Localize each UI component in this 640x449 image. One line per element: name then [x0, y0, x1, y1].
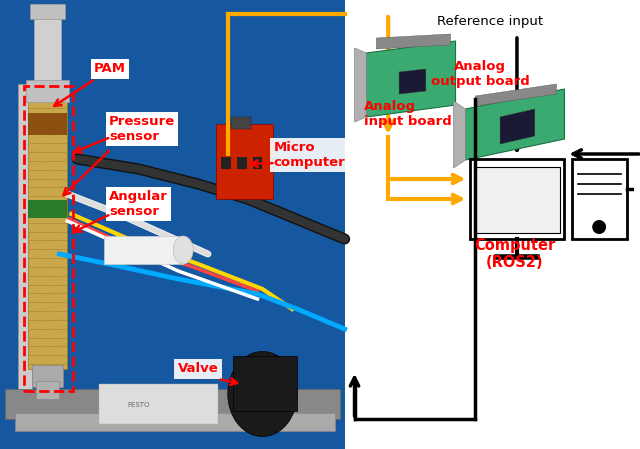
Text: Analog
output board: Analog output board: [431, 60, 530, 88]
Bar: [34, 4, 61, 94]
Bar: [18, 84, 32, 394]
Polygon shape: [399, 69, 426, 94]
Text: PAM: PAM: [94, 62, 126, 75]
Circle shape: [592, 220, 606, 234]
Bar: [216, 124, 273, 199]
Bar: [28, 113, 67, 135]
Text: Micro
computer: Micro computer: [273, 141, 345, 169]
Bar: [28, 94, 67, 369]
Bar: [18, 84, 32, 394]
Text: Analog
input board: Analog input board: [364, 100, 452, 128]
Bar: [5, 389, 340, 419]
Bar: [104, 236, 183, 264]
Text: Computer
(ROS2): Computer (ROS2): [474, 238, 556, 270]
Bar: [231, 117, 250, 129]
Text: Angular
sensor: Angular sensor: [109, 190, 168, 218]
Polygon shape: [355, 48, 367, 122]
Bar: [15, 413, 335, 431]
Bar: [253, 157, 262, 169]
Bar: [24, 86, 74, 391]
Bar: [32, 365, 63, 387]
Ellipse shape: [173, 236, 193, 264]
Polygon shape: [367, 41, 456, 117]
Bar: [0, 0, 344, 449]
Bar: [29, 4, 65, 19]
Bar: [28, 200, 67, 218]
Text: Reference input: Reference input: [437, 16, 543, 28]
Bar: [237, 157, 246, 169]
Bar: [476, 167, 559, 233]
Polygon shape: [376, 34, 451, 49]
Polygon shape: [500, 109, 535, 144]
Bar: [572, 159, 627, 239]
Bar: [26, 80, 69, 102]
Text: Pressure
sensor: Pressure sensor: [109, 115, 175, 143]
Polygon shape: [476, 84, 557, 106]
Text: Valve: Valve: [178, 362, 218, 375]
Text: FESTO: FESTO: [127, 402, 150, 408]
Polygon shape: [454, 101, 465, 168]
Bar: [233, 356, 297, 411]
Bar: [36, 381, 60, 399]
Polygon shape: [465, 89, 564, 160]
Bar: [221, 157, 231, 169]
Bar: [470, 159, 564, 239]
Bar: [99, 384, 218, 424]
Ellipse shape: [228, 352, 297, 436]
